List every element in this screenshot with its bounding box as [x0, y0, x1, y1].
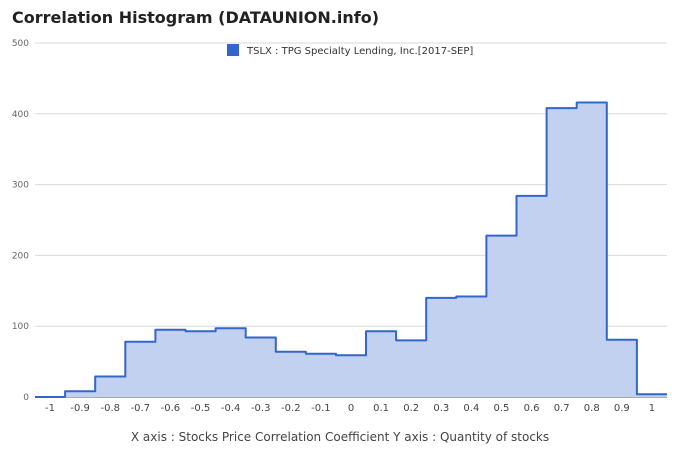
y-tick-label: 300: [12, 181, 29, 191]
x-tick-label: -0.6: [161, 403, 181, 414]
x-tick-label: 0.7: [554, 403, 570, 414]
y-tick-label: 100: [12, 322, 29, 332]
x-tick-label: 0.1: [373, 403, 389, 414]
x-tick-label: 0.2: [403, 403, 419, 414]
x-tick-label: 0.5: [494, 403, 510, 414]
x-tick-label: 0.8: [584, 403, 600, 414]
plot-area: [35, 101, 667, 398]
x-tick-label: -0.1: [311, 403, 331, 414]
x-tick-label: 0.9: [614, 403, 630, 414]
legend-swatch: [227, 44, 239, 56]
x-tick-label: -0.8: [100, 403, 120, 414]
x-axis: -1 -0.9 -0.8 -0.7 -0.6 -0.5 -0.4 -0.3 -0.2 -0.1 0 0…: [45, 403, 655, 414]
x-tick-label: 0.3: [433, 403, 449, 414]
chart-title: Correlation Histogram (DATAUNION.info): [12, 8, 379, 27]
y-tick-label: 500: [12, 39, 29, 49]
y-tick-label: 200: [12, 251, 29, 261]
y-axis: 0 100 200 300 400 500: [12, 39, 29, 403]
x-tick-label: 0.4: [463, 403, 479, 414]
y-tick-label: 400: [12, 110, 29, 120]
x-axis-caption: X axis : Stocks Price Correlation Coeffi…: [130, 430, 550, 444]
x-tick-label: 0.6: [524, 403, 540, 414]
series-area: [35, 102, 667, 397]
legend: TSLX : TPG Specialty Lending, Inc.[2017-…: [227, 44, 473, 57]
x-tick-label: -0.2: [281, 403, 301, 414]
x-tick-label: 1: [649, 403, 655, 414]
legend-label: TSLX : TPG Specialty Lending, Inc.[2017-…: [246, 46, 473, 57]
series-line: [35, 101, 667, 398]
x-tick-label: -1: [45, 403, 55, 414]
x-tick-label: -0.9: [70, 403, 90, 414]
y-tick-label: 0: [23, 393, 29, 403]
x-tick-label: -0.4: [221, 403, 241, 414]
x-tick-label: -0.5: [191, 403, 211, 414]
x-tick-label: -0.7: [131, 403, 151, 414]
x-tick-label: -0.3: [251, 403, 271, 414]
x-tick-label: 0: [348, 403, 354, 414]
